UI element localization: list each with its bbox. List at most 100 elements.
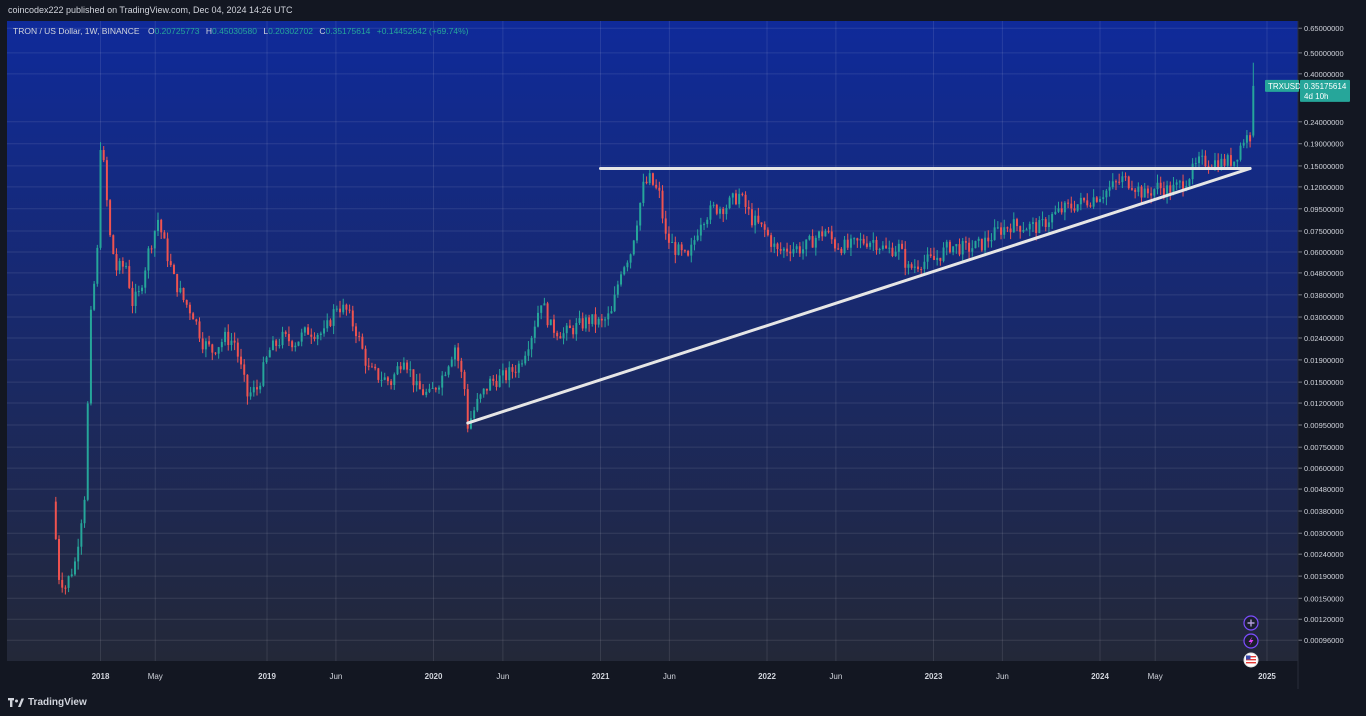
- candle-body: [1012, 219, 1015, 233]
- legend-o-value: 0.20725773: [155, 26, 200, 36]
- candle-body: [1092, 197, 1095, 207]
- candle-body: [80, 523, 83, 547]
- price-chart[interactable]: 0.65000000 0.50000000 0.40000000 0.24000000…: [7, 21, 1359, 689]
- candle-body: [303, 327, 306, 333]
- candle-body: [757, 215, 760, 223]
- legend-symbol: TRON / US Dollar, 1W, BINANCE: [13, 26, 140, 36]
- us-flag-event-icon[interactable]: [1243, 652, 1259, 668]
- candle-body: [1025, 229, 1028, 231]
- candle-body: [102, 150, 105, 161]
- candle-body: [843, 239, 846, 254]
- tag-countdown: 4d 10h: [1304, 92, 1328, 101]
- candle-body: [265, 357, 268, 363]
- candle-body: [853, 238, 856, 240]
- candle-body: [722, 208, 725, 215]
- lightning-event-icon[interactable]: [1243, 633, 1259, 649]
- candle-body: [1073, 208, 1076, 211]
- candle-body: [687, 251, 690, 256]
- candle-body: [584, 317, 587, 329]
- candle-body: [121, 260, 124, 267]
- candle-body: [747, 206, 750, 210]
- candle-body: [457, 347, 460, 361]
- candle-body: [996, 227, 999, 229]
- candle-body: [824, 231, 827, 237]
- candle-body: [993, 227, 996, 240]
- candle-body: [335, 308, 338, 310]
- candle-body: [393, 374, 396, 385]
- candle-body: [980, 238, 983, 251]
- candle-body: [182, 287, 185, 300]
- candle-body: [610, 311, 613, 314]
- candle-body: [367, 365, 370, 367]
- y-tick-label: 0.00600000: [1304, 464, 1344, 473]
- candle-body: [1150, 193, 1153, 196]
- candle-body: [1079, 197, 1082, 205]
- candle-body: [482, 388, 485, 395]
- candle-body: [677, 244, 680, 255]
- candle-body: [358, 336, 361, 338]
- x-tick-label: May: [1148, 672, 1163, 681]
- candle-body: [891, 247, 894, 256]
- candle-body: [70, 574, 73, 577]
- candle-body: [607, 313, 610, 320]
- candle-body: [623, 267, 626, 275]
- candle-body: [409, 369, 412, 371]
- price-axis[interactable]: 0.65000000 0.50000000 0.40000000 0.24000000…: [1297, 21, 1344, 689]
- candle-body: [696, 235, 699, 241]
- candle-body: [160, 219, 163, 233]
- candle-body: [1204, 155, 1207, 167]
- x-tick-label: 2021: [592, 672, 610, 681]
- candle-body: [307, 327, 310, 335]
- candle-body: [323, 328, 326, 334]
- candle-body: [105, 160, 108, 201]
- x-tick-label: Jun: [996, 672, 1009, 681]
- candle-body: [651, 173, 654, 185]
- candle-body: [339, 308, 342, 313]
- candle-body: [977, 238, 980, 241]
- candle-body: [188, 304, 191, 314]
- candle-body: [1191, 163, 1194, 180]
- candle-body: [89, 309, 92, 404]
- candle-body: [620, 274, 623, 285]
- tradingview-logo[interactable]: TradingView: [8, 690, 87, 716]
- candle-body: [147, 248, 150, 271]
- candle-body: [741, 193, 744, 195]
- candle-body: [524, 355, 527, 364]
- candle-body: [508, 367, 511, 381]
- candle-body: [936, 257, 939, 260]
- candle-body: [192, 313, 195, 320]
- candle-body: [1245, 135, 1248, 143]
- event-markers[interactable]: [1243, 615, 1259, 668]
- plus-event-icon[interactable]: [1243, 615, 1259, 631]
- candle-body: [626, 262, 629, 268]
- candle-body: [875, 239, 878, 251]
- time-axis[interactable]: 2018 May 2019 Jun 2020 Jun 2021 Jun 2022 Jun 2023 J…: [92, 672, 1277, 681]
- legend: TRON / US Dollar, 1W, BINANCE O0.2072577…: [13, 26, 469, 36]
- candle-body: [415, 381, 418, 386]
- candle-body: [648, 173, 651, 184]
- candle-body: [150, 248, 153, 250]
- candle-body: [99, 150, 102, 248]
- chart-frame[interactable]: 0.65000000 0.50000000 0.40000000 0.24000000…: [7, 21, 1359, 689]
- candle-body: [1044, 219, 1047, 228]
- candle-body: [556, 332, 559, 337]
- candle-body: [974, 240, 977, 249]
- y-tick-label: 0.40000000: [1304, 70, 1344, 79]
- candle-body: [109, 200, 112, 236]
- candle-body: [208, 341, 211, 345]
- candle-body: [1140, 186, 1143, 198]
- published-text: coincodex222 published on TradingView.co…: [8, 5, 293, 15]
- candle-body: [786, 248, 789, 252]
- candle-body: [1016, 219, 1018, 227]
- candle-body: [342, 304, 345, 313]
- candle-body: [763, 224, 766, 230]
- candle-body: [1162, 188, 1165, 197]
- trendline-support[interactable]: [466, 166, 1252, 425]
- candle-body: [179, 287, 182, 293]
- candle-body: [961, 241, 964, 255]
- candle-body: [821, 231, 824, 237]
- candle-body: [1035, 222, 1038, 234]
- candle-body: [543, 303, 546, 306]
- candle-body: [1236, 159, 1239, 162]
- candle-body: [201, 338, 204, 350]
